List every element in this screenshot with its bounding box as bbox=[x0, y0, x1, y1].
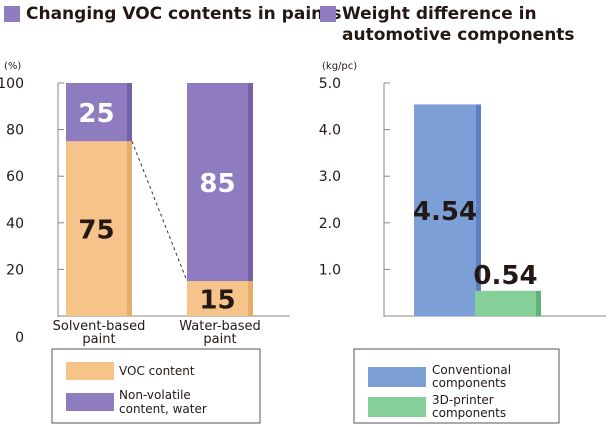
bar-nonvolatile-segment bbox=[187, 83, 248, 282]
bar-value-label: 25 bbox=[78, 99, 114, 129]
bar-voc-segment bbox=[187, 281, 248, 316]
bar-voc-segment bbox=[66, 141, 127, 316]
bar-3d-printer bbox=[475, 290, 536, 316]
bar-conventional-side bbox=[476, 104, 481, 316]
bar-3d-printer-side bbox=[536, 290, 541, 316]
right-y-tick-label: 5.0 bbox=[319, 76, 341, 92]
left-y-tick-label: 0 bbox=[15, 330, 24, 346]
legend-voc-swatch bbox=[66, 362, 114, 380]
right-y-tick-label: 4.0 bbox=[319, 123, 341, 139]
left-y-tick-label: 60 bbox=[6, 169, 24, 185]
right-chart-title: Weight difference in automotive componen… bbox=[342, 4, 575, 45]
left-y-unit: (%) bbox=[4, 61, 21, 72]
bar-value-label: 0.54 bbox=[473, 261, 537, 291]
x-category-label: Water-based paint bbox=[179, 319, 261, 347]
right-y-tick-label: 2.0 bbox=[319, 216, 341, 232]
bar-nonvolatile-segment bbox=[66, 83, 127, 142]
left-title-square bbox=[4, 6, 20, 22]
bar-value-label: 15 bbox=[199, 286, 235, 316]
right-y-tick-label: 3.0 bbox=[319, 169, 341, 185]
right-y-tick-label: 1.0 bbox=[319, 262, 341, 278]
bar-value-label: 75 bbox=[78, 216, 114, 246]
legend-conventional-swatch bbox=[368, 367, 426, 387]
right-y-unit: (kg/pc) bbox=[322, 61, 357, 72]
legend-nonvolatile-label: Non-volatile content, water bbox=[119, 388, 207, 416]
left-legend-box bbox=[51, 348, 261, 424]
left-y-tick-label: 100 bbox=[0, 76, 24, 92]
right-chart-title-row: Weight difference in automotive componen… bbox=[320, 4, 575, 46]
bar-nonvolatile-side bbox=[248, 83, 253, 282]
bar-voc-side bbox=[248, 281, 253, 316]
x-category-label: Solvent-based paint bbox=[53, 319, 146, 347]
legend-nonvolatile-swatch bbox=[66, 393, 114, 411]
bar-nonvolatile-side bbox=[127, 83, 132, 142]
legend-3d-printer-swatch bbox=[368, 397, 426, 417]
voc-trend-dashed-line bbox=[131, 141, 188, 282]
bar-voc-side bbox=[127, 141, 132, 316]
bar-value-label: 4.54 bbox=[413, 197, 477, 227]
left-y-tick-label: 80 bbox=[6, 123, 24, 139]
right-title-square bbox=[320, 6, 336, 22]
legend-conventional-label: Conventional components bbox=[432, 363, 511, 390]
bar-conventional bbox=[414, 104, 476, 316]
bar-value-label: 85 bbox=[199, 169, 235, 199]
legend-3d-printer-label: 3D-printer components bbox=[432, 393, 506, 420]
legend-voc-label: VOC content bbox=[119, 364, 195, 378]
left-y-tick-label: 40 bbox=[6, 216, 24, 232]
left-y-tick-label: 20 bbox=[6, 262, 24, 278]
right-legend-box bbox=[353, 348, 560, 424]
